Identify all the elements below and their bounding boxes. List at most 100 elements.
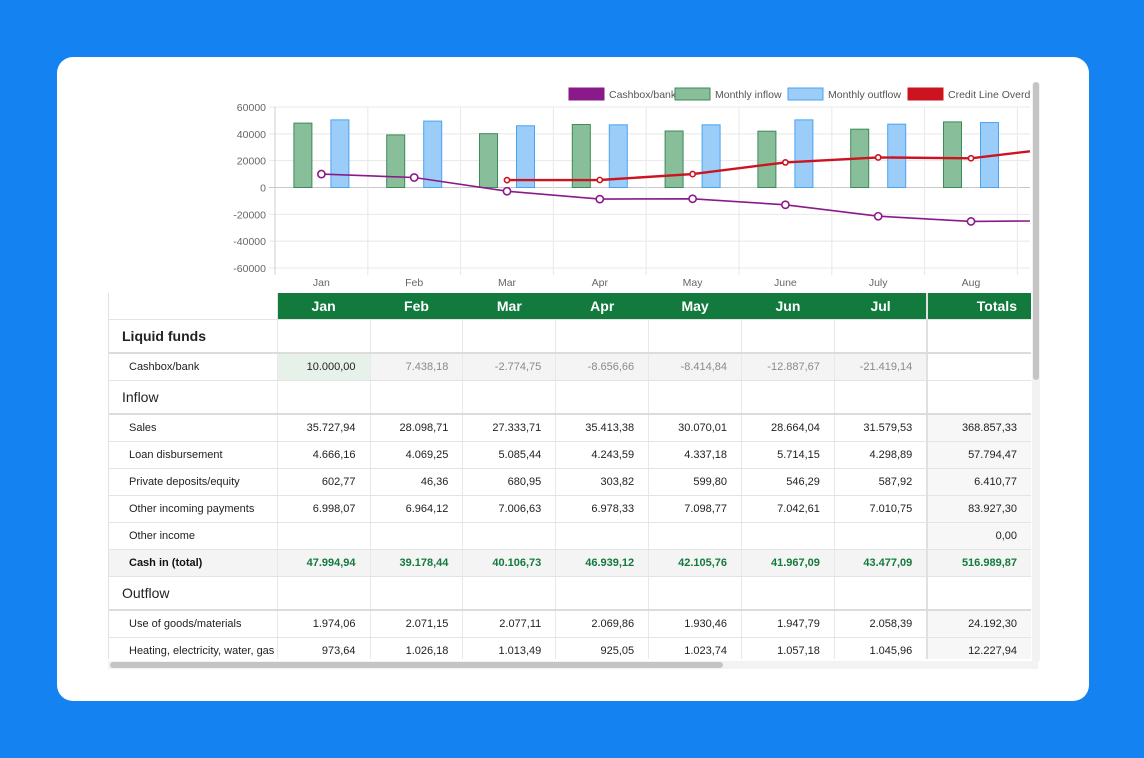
value-cell[interactable]: 7.006,63 [462,495,557,523]
value-cell[interactable]: 35.727,94 [277,414,371,442]
x-tick-label: July [869,277,888,289]
value-cell[interactable]: 7.010,75 [834,495,928,523]
value-cell[interactable]: 1.026,18 [370,637,464,659]
section-header-row: Liquid funds [109,319,1031,354]
value-cell[interactable]: 42.105,76 [648,549,743,577]
value-cell[interactable]: 46.939,12 [555,549,650,577]
value-cell[interactable]: 1.057,18 [741,637,835,659]
value-cell[interactable]: 546,29 [741,468,835,496]
value-cell[interactable]: 7.042,61 [741,495,835,523]
value-cell[interactable]: 4.337,18 [648,441,743,469]
value-cell[interactable]: 1.023,74 [648,637,743,659]
value-cell[interactable]: 40.106,73 [462,549,557,577]
value-cell[interactable]: 5.085,44 [462,441,557,469]
value-cell[interactable]: 2.077,11 [462,610,557,638]
value-cell[interactable]: 1.930,46 [648,610,743,638]
value-cell[interactable]: 1.045,96 [834,637,928,659]
section-empty-cell [277,576,371,611]
table-row: Loan disbursement 4.666,16 4.069,25 5.085,4… [109,441,1031,469]
y-tick-label: -20000 [233,209,266,221]
value-cell[interactable]: 43.477,09 [834,549,928,577]
value-cell[interactable]: 7.098,77 [648,495,743,523]
section-empty-cell [370,380,464,415]
value-cell[interactable]: -21.419,14 [834,353,928,381]
credit-line-overd-point [689,170,696,178]
value-cell[interactable]: 5.714,15 [741,441,835,469]
cash-flow-table-container: Jan Feb Mar Apr May Jun Jul Totals Liquid funds… [108,293,1031,659]
value-cell[interactable]: -8.656,66 [555,353,650,381]
value-cell[interactable]: 2.071,15 [370,610,464,638]
value-cell[interactable]: 587,92 [834,468,928,496]
value-cell[interactable]: 28.098,71 [370,414,464,442]
value-cell[interactable]: -2.774,75 [462,353,557,381]
value-cell[interactable]: -12.887,67 [741,353,835,381]
y-tick-label: 20000 [237,156,266,168]
value-cell[interactable]: 6.964,12 [370,495,464,523]
value-cell[interactable]: 39.178,44 [370,549,464,577]
horizontal-scrollbar-thumb[interactable] [110,662,723,668]
month-header[interactable]: Jul [834,293,928,320]
section-empty-cell [648,319,743,354]
totals-header[interactable]: Totals [926,293,1031,320]
value-cell[interactable] [834,522,928,550]
value-cell[interactable]: 4.243,59 [555,441,650,469]
legend-swatch [674,87,711,101]
section-empty-cell [648,576,743,611]
row-label: Use of goods/materials [109,610,278,638]
value-cell[interactable]: 1.013,49 [462,637,557,659]
value-cell[interactable]: 28.664,04 [741,414,835,442]
cash-flow-card: 60000 40000 20000 0 -20000 -40000 -60000 Jan Feb… [57,57,1089,701]
monthly-inflow-bar [386,134,406,188]
credit-line-overd-point [782,159,789,166]
value-cell[interactable]: 27.333,71 [462,414,557,442]
value-cell[interactable]: 925,05 [555,637,650,659]
y-tick-label: 40000 [237,129,266,141]
value-cell[interactable]: 4.666,16 [277,441,371,469]
value-cell[interactable]: 10.000,00 [277,353,371,381]
row-label: Private deposits/equity [109,468,278,496]
section-empty-cell [277,319,371,354]
total-cell [926,353,1031,381]
value-cell[interactable]: 599,80 [648,468,743,496]
legend-swatch [568,87,605,101]
value-cell[interactable]: 4.069,25 [370,441,464,469]
value-cell[interactable] [648,522,743,550]
row-label: Other income [109,522,278,550]
value-cell[interactable]: -8.414,84 [648,353,743,381]
value-cell[interactable] [555,522,650,550]
value-cell[interactable]: 31.579,53 [834,414,928,442]
month-header[interactable]: Apr [555,293,650,320]
value-cell[interactable]: 973,64 [277,637,371,659]
value-cell[interactable] [370,522,464,550]
value-cell[interactable]: 6.998,07 [277,495,371,523]
value-cell[interactable]: 2.069,86 [555,610,650,638]
value-cell[interactable] [741,522,835,550]
value-cell[interactable]: 1.974,06 [277,610,371,638]
value-cell[interactable]: 7.438,18 [370,353,464,381]
y-tick-label: -40000 [233,236,266,248]
month-header[interactable]: May [648,293,743,320]
y-tick-label: 60000 [237,102,266,114]
value-cell[interactable]: 46,36 [370,468,464,496]
value-cell[interactable]: 680,95 [462,468,557,496]
value-cell[interactable]: 602,77 [277,468,371,496]
month-header[interactable]: Jan [277,293,371,320]
value-cell[interactable]: 1.947,79 [741,610,835,638]
chart-clip-edge [1030,77,1032,293]
value-cell[interactable]: 41.967,09 [741,549,835,577]
value-cell[interactable]: 35.413,38 [555,414,650,442]
value-cell[interactable] [277,522,371,550]
month-header[interactable]: Mar [462,293,557,320]
month-header[interactable]: Jun [741,293,835,320]
value-cell[interactable] [462,522,557,550]
value-cell[interactable]: 6.978,33 [555,495,650,523]
row-label: Cashbox/bank [109,353,278,381]
total-cell: 57.794,47 [926,441,1031,469]
value-cell[interactable]: 30.070,01 [648,414,743,442]
value-cell[interactable]: 303,82 [555,468,650,496]
value-cell[interactable]: 4.298,89 [834,441,928,469]
value-cell[interactable]: 47.994,94 [277,549,371,577]
value-cell[interactable]: 2.058,39 [834,610,928,638]
month-header[interactable]: Feb [370,293,464,320]
vertical-scrollbar-thumb[interactable] [1033,82,1039,380]
